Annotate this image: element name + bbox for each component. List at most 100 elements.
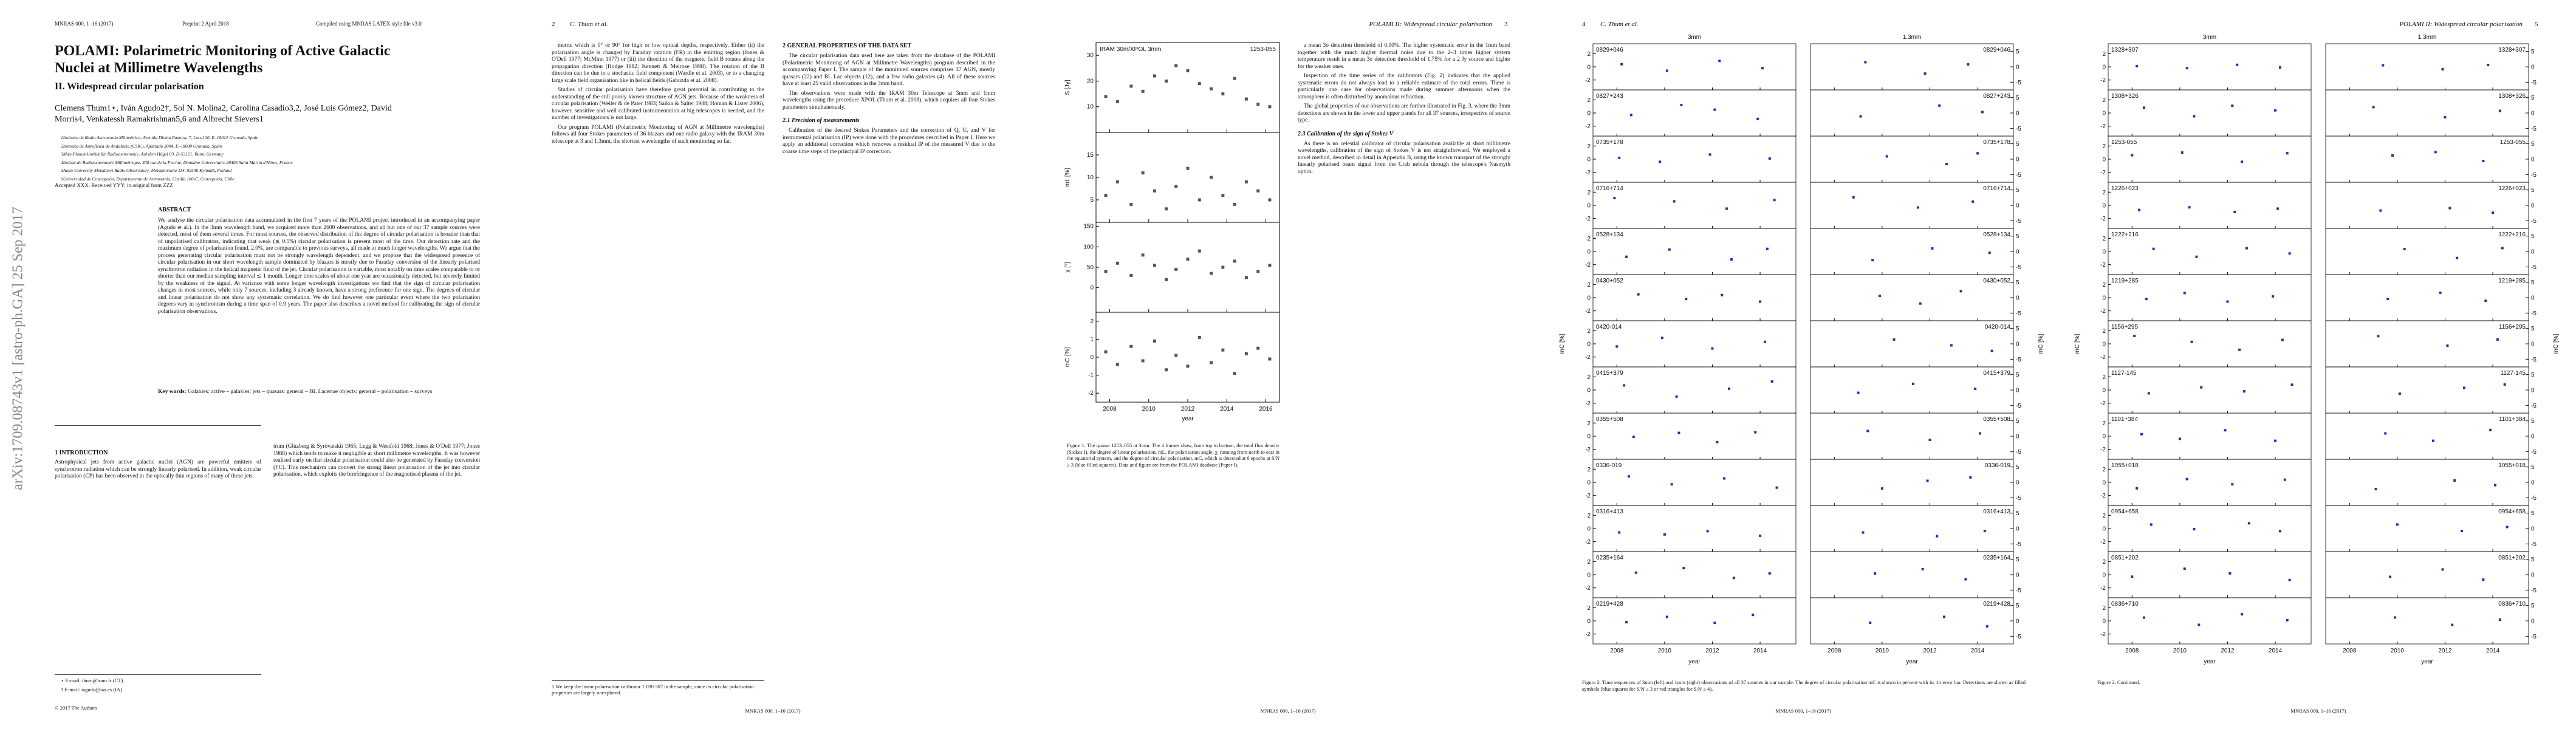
y-tick-label: 5	[2531, 49, 2535, 55]
y-tick-label: -1	[1088, 372, 1094, 379]
panel-frame	[2325, 366, 2529, 414]
data-point	[1165, 207, 1168, 211]
y-tick-label: 0	[2531, 526, 2535, 533]
y-tick-label: -5	[2016, 80, 2021, 86]
y-tick-label: 10	[1087, 174, 1094, 181]
y-tick-label: 0	[2102, 480, 2106, 487]
source-label: 1226+023	[2111, 185, 2139, 192]
y-tick-label: -5	[2016, 449, 2021, 456]
figure-caption: Figure 2. Time sequences of 3mm (left) a…	[1582, 679, 2026, 692]
y-tick-label: -5	[2531, 587, 2537, 594]
panel-frame	[2108, 366, 2312, 414]
paper-title: POLAMI: Polarimetric Monitoring of Activ…	[55, 43, 391, 76]
y-tick-label: 5	[2016, 556, 2019, 563]
data-point	[2142, 106, 2145, 109]
data-point	[2152, 247, 2155, 250]
x-tick-label: 2016	[1259, 406, 1273, 412]
x-tick-label: 2008	[2125, 648, 2139, 654]
source-label: 1101+384	[2499, 416, 2526, 423]
data-point	[1221, 265, 1225, 269]
data-point	[2185, 67, 2188, 70]
data-point	[1976, 152, 1979, 155]
source-label: 0420-014	[1596, 324, 1622, 330]
data-point	[1659, 160, 1662, 163]
section-text: As there is no celestial calibrator of c…	[1298, 141, 1510, 176]
y-axis-label: mC [%]	[2038, 334, 2044, 354]
panel-frame	[1592, 366, 1797, 414]
data-point	[1660, 337, 1663, 340]
source-label: 1253-055	[2111, 139, 2137, 146]
data-point	[2460, 530, 2463, 533]
affiliations: 1Instituto de Radio Astronomía Milimétri…	[55, 135, 480, 184]
y-tick-label: 0	[1587, 157, 1591, 163]
panel-frame	[2325, 320, 2529, 368]
panel-frame	[2108, 89, 2312, 137]
y-tick-label: 2	[1587, 420, 1591, 427]
y-tick-label: 5	[2016, 372, 2019, 378]
source-label: 0528+134	[1596, 231, 1623, 238]
data-point	[1911, 382, 1914, 385]
column-title: 1.3mm	[2418, 34, 2437, 41]
y-tick-label: 0	[1587, 526, 1591, 533]
panel-frame	[2108, 320, 2312, 368]
data-point	[1857, 391, 1860, 394]
y-tick-label: 150	[1083, 224, 1094, 230]
data-point	[1174, 64, 1178, 67]
data-point	[1759, 534, 1762, 537]
x-tick-label: 2012	[1181, 406, 1195, 412]
paragraph: Calibration of the desired Stokes Parame…	[783, 128, 995, 155]
y-tick-label: 5	[2531, 418, 2535, 425]
data-point	[1713, 108, 1716, 111]
data-point	[2462, 386, 2465, 389]
panel-frame	[1592, 135, 1797, 183]
data-point	[1197, 198, 1201, 202]
y-tick-label: -2	[1585, 77, 1591, 84]
data-point	[2496, 338, 2499, 341]
y-tick-label: -2	[1585, 169, 1591, 176]
panel-frame	[2108, 412, 2312, 460]
y-tick-label: 50	[1087, 264, 1094, 271]
source-label: 1328+307	[2498, 47, 2526, 53]
data-point	[2288, 578, 2291, 581]
data-point	[2142, 616, 2145, 619]
data-point	[2136, 487, 2139, 490]
y-tick-label: 0	[2102, 341, 2106, 348]
y-tick-label: -2	[2100, 77, 2106, 84]
page-number: 3	[1504, 21, 1508, 28]
footnote: 1 We keep the linear polarisation calibr…	[552, 680, 764, 696]
data-point	[2441, 68, 2444, 71]
data-point	[2290, 383, 2293, 386]
data-point	[1197, 335, 1201, 339]
data-point	[2195, 255, 2198, 258]
data-point	[1221, 348, 1225, 352]
y-tick-label: 0	[2531, 388, 2535, 394]
data-point	[1723, 477, 1726, 480]
data-point	[2200, 386, 2203, 389]
y-tick-label: 0	[1587, 111, 1591, 117]
data-point	[1988, 252, 1991, 255]
data-point	[1197, 82, 1201, 86]
y-tick-label: 2	[1587, 559, 1591, 566]
x-tick-label: 2014	[1220, 406, 1234, 412]
y-tick-label: -2	[1585, 447, 1591, 453]
y-tick-label: 0	[1090, 285, 1094, 292]
data-point	[1256, 189, 1260, 193]
data-point	[1632, 436, 1635, 439]
preprint-date: Preprint 2 April 2018	[182, 21, 229, 27]
y-tick-label: 0	[2531, 111, 2535, 117]
data-point	[1716, 440, 1719, 443]
data-point	[1174, 267, 1178, 271]
y-tick-label: -2	[2100, 539, 2106, 546]
x-tick-label: 2008	[2343, 648, 2357, 654]
x-tick-label: 2010	[2391, 648, 2405, 654]
panel-frame	[2108, 505, 2312, 552]
data-point	[2393, 616, 2396, 619]
data-point	[1754, 431, 1757, 434]
running-head: POLAMI II: Widespread circular polarisat…	[1369, 21, 1492, 28]
x-tick-label: 2012	[1705, 648, 1719, 654]
x-axis-label: year	[2421, 659, 2433, 665]
accepted: Accepted XXX. Received YYY; in original …	[55, 182, 173, 188]
y-tick-label: 0	[2531, 618, 2535, 625]
x-tick-label: 2010	[1875, 648, 1889, 654]
data-point	[1770, 380, 1773, 383]
